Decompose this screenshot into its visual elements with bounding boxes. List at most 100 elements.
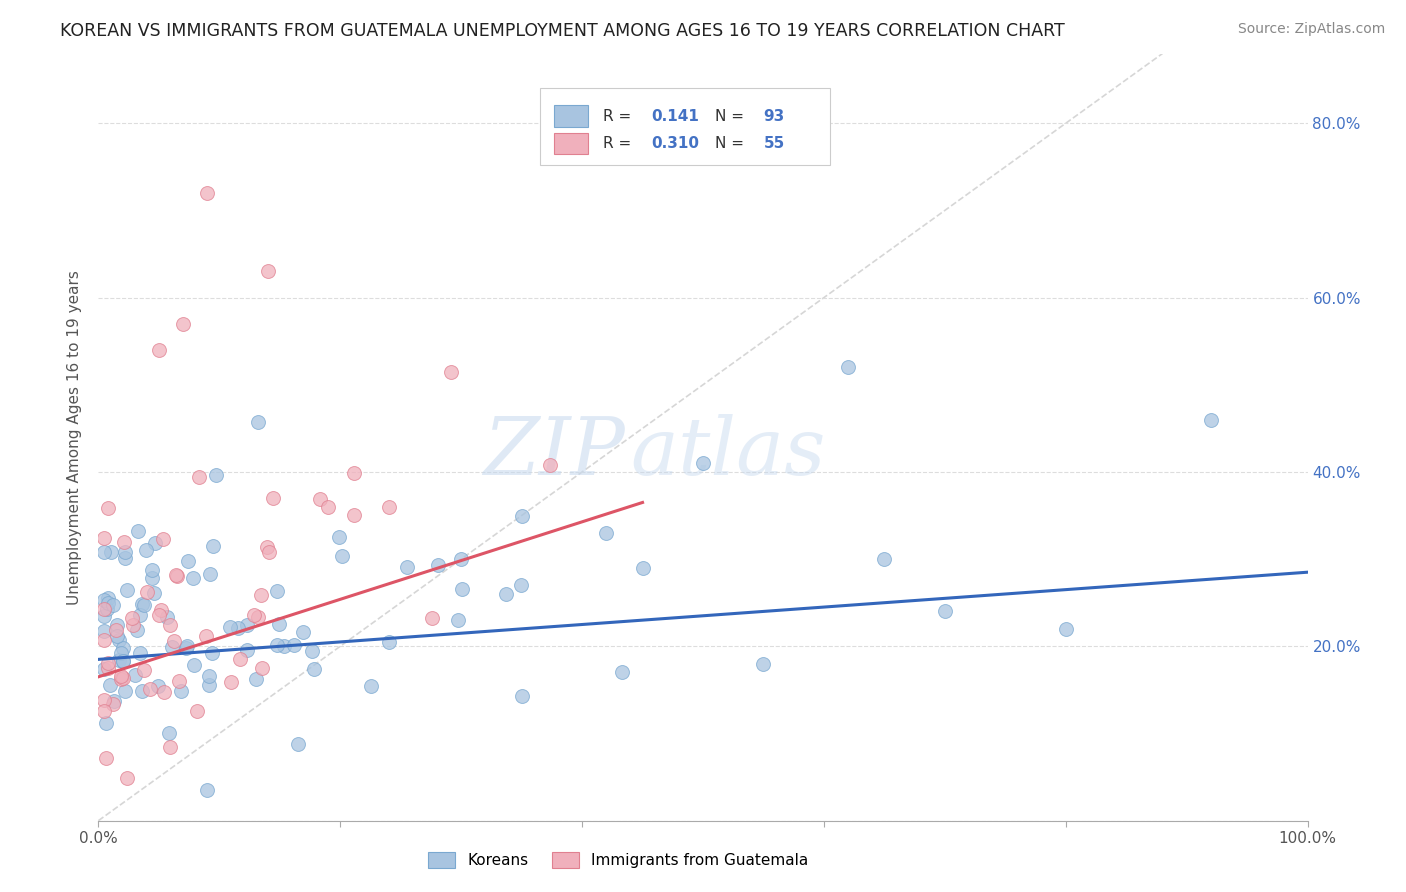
Point [176,640,198,654]
Point [163,633,186,648]
Text: atlas: atlas [630,414,825,491]
Point [186,704,208,718]
Point [97,591,120,605]
Point [1199,412,1222,426]
Point [873,552,896,566]
Point [97,500,120,515]
Point [93,704,115,718]
Point [114,545,136,559]
Bar [554,133,588,154]
Point [197,669,219,683]
Point [111,671,134,685]
Point [148,607,170,622]
Point [198,678,221,692]
Point [165,568,187,582]
Point [112,534,135,549]
Point [100,545,122,559]
Text: N =: N = [716,109,749,124]
Text: KOREAN VS IMMIGRANTS FROM GUATEMALA UNEMPLOYMENT AMONG AGES 16 TO 19 YEARS CORRE: KOREAN VS IMMIGRANTS FROM GUATEMALA UNEM… [60,22,1064,40]
Point [105,618,128,632]
Point [93,632,115,647]
Y-axis label: Unemployment Among Ages 16 to 19 years: Unemployment Among Ages 16 to 19 years [67,269,83,605]
Point [117,583,139,598]
Point [440,365,463,379]
Point [97,596,120,610]
Point [287,738,309,752]
Point [256,264,278,278]
Point [111,654,134,668]
Point [343,466,366,480]
Point [451,582,474,597]
Point [172,317,194,331]
Point [377,500,399,514]
Point [509,578,531,592]
Point [153,685,176,699]
Point [195,782,218,797]
Point [360,679,382,693]
Point [631,561,654,575]
Point [142,585,165,599]
Point [108,653,131,667]
Point [160,640,183,655]
Point [94,715,117,730]
Point [97,656,120,670]
Point [121,611,143,625]
Point [837,360,859,375]
Point [148,343,170,357]
Text: R =: R = [603,109,636,124]
Point [538,458,561,472]
Point [129,608,152,623]
Point [146,679,169,693]
Point [129,646,152,660]
Point [152,532,174,546]
Text: 0.310: 0.310 [651,136,699,152]
Point [229,652,252,666]
Point [245,672,267,686]
Point [105,628,128,642]
Point [131,684,153,698]
Point [510,508,533,523]
Point [98,678,121,692]
Point [246,415,269,429]
Point [301,644,323,658]
Point [420,610,443,624]
Point [201,539,224,553]
Point [426,558,449,573]
Text: R =: R = [603,136,636,152]
Point [121,618,143,632]
Point [93,532,115,546]
FancyBboxPatch shape [540,88,830,165]
Point [108,632,131,647]
Point [510,689,533,703]
Point [96,602,118,616]
Point [170,684,193,698]
Text: Source: ZipAtlas.com: Source: ZipAtlas.com [1237,22,1385,37]
Point [236,642,259,657]
Point [174,641,197,656]
Text: 93: 93 [763,109,785,124]
Point [183,657,205,672]
Point [93,592,115,607]
Point [447,613,470,627]
Text: 55: 55 [763,136,785,152]
Point [93,624,115,638]
Point [595,526,617,541]
Point [112,654,135,668]
Point [132,598,155,612]
Point [266,584,288,599]
Point [257,545,280,559]
Point [115,771,138,785]
Point [136,585,159,599]
Point [93,601,115,615]
Point [218,620,240,634]
Point [219,674,242,689]
Point [156,609,179,624]
Point [103,697,125,711]
Point [150,603,173,617]
Point [343,508,366,522]
Point [124,667,146,681]
Point [138,682,160,697]
Point [291,624,314,639]
Point [198,567,221,582]
Point [96,750,118,764]
